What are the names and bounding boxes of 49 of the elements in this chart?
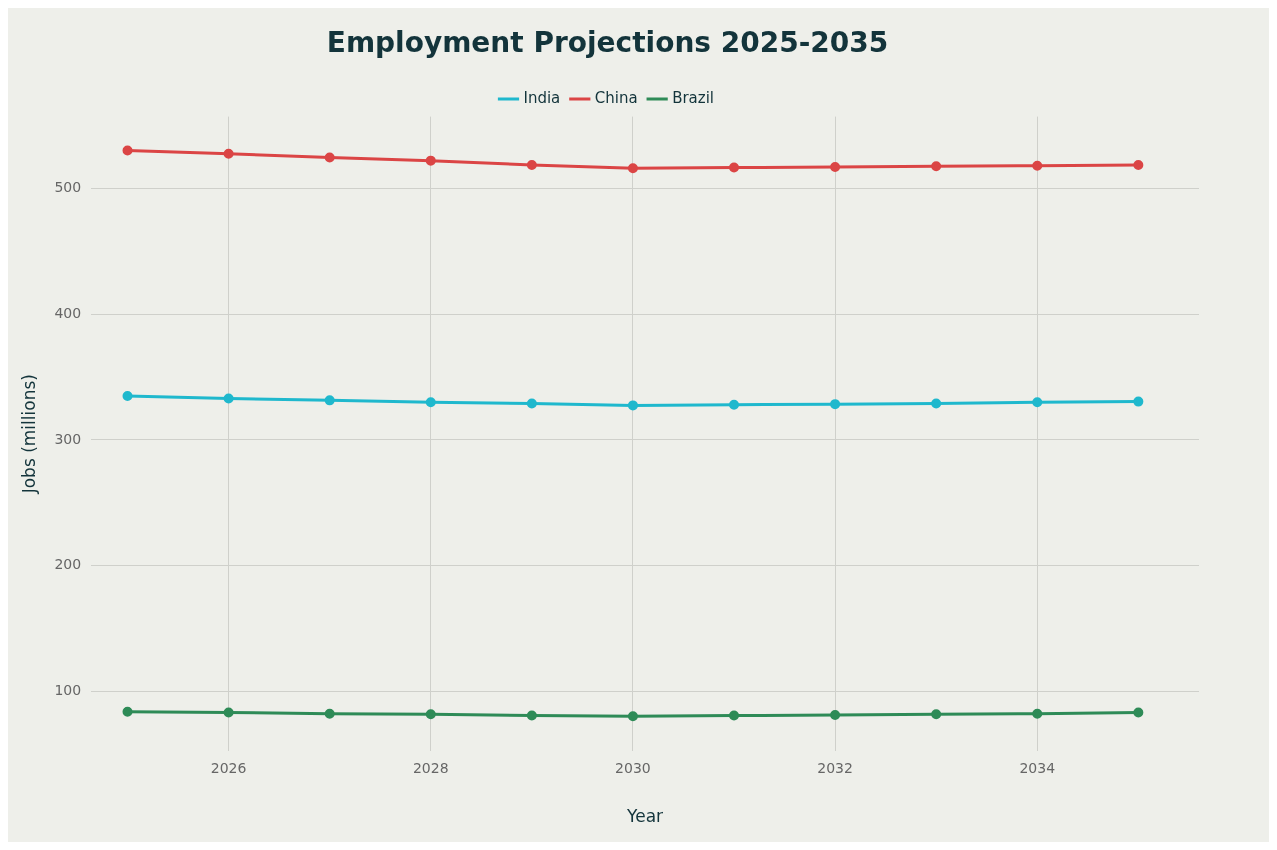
point	[223, 148, 234, 159]
legend-label: India	[523, 88, 561, 107]
point	[324, 395, 335, 406]
point	[729, 399, 740, 410]
x-tick-label: 2034	[1019, 759, 1056, 776]
y-axis-title: Jobs (millions)	[18, 374, 39, 495]
chart-title: Employment Projections 2025-2035	[326, 26, 889, 60]
point	[1133, 160, 1144, 171]
point	[1032, 708, 1043, 719]
point	[931, 161, 942, 172]
point	[526, 710, 537, 721]
point	[1133, 396, 1144, 407]
point	[1032, 397, 1043, 408]
y-tick-label: 300	[54, 430, 82, 447]
x-tick-label: 2028	[412, 759, 449, 776]
x-tick-label: 2030	[615, 759, 651, 776]
y-tick-label: 500	[54, 178, 82, 195]
point	[627, 400, 638, 411]
point	[729, 162, 740, 173]
y-tick-label: 400	[54, 304, 82, 321]
point	[1133, 707, 1144, 718]
point	[729, 710, 740, 721]
point	[223, 393, 234, 404]
point	[526, 398, 537, 409]
point	[830, 709, 841, 720]
point	[223, 707, 234, 718]
point	[122, 706, 133, 717]
point	[324, 708, 335, 719]
y-tick-label: 200	[54, 556, 82, 573]
point	[425, 709, 436, 720]
point	[830, 161, 841, 172]
point	[425, 397, 436, 408]
point	[526, 160, 537, 171]
point	[122, 145, 133, 156]
x-tick-label: 2026	[210, 759, 247, 776]
y-tick-label: 100	[54, 682, 82, 699]
point	[1032, 160, 1043, 171]
point	[324, 152, 335, 163]
point	[122, 390, 133, 401]
legend-label: China	[594, 88, 638, 107]
point	[830, 399, 841, 410]
point	[627, 163, 638, 174]
legend-label: Brazil	[672, 88, 715, 107]
point	[425, 155, 436, 166]
point	[931, 398, 942, 409]
point	[627, 711, 638, 722]
x-axis-title: Year	[626, 806, 664, 827]
x-tick-label: 2032	[817, 759, 853, 776]
point	[931, 709, 942, 720]
